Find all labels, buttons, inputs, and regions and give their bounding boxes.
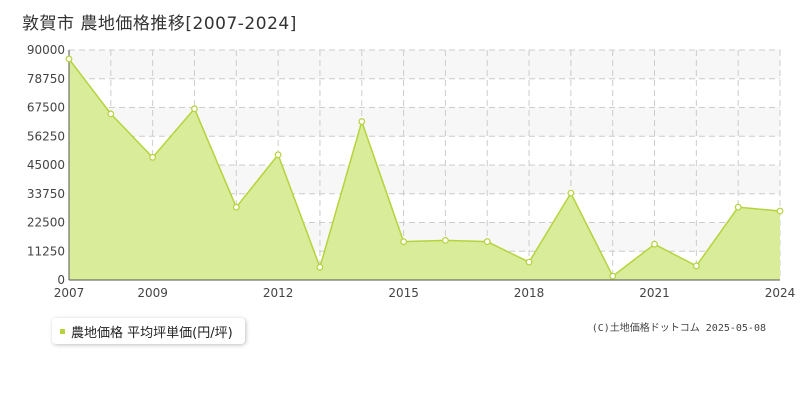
data-point	[358, 118, 366, 125]
data-point	[65, 55, 73, 63]
data-point	[107, 110, 115, 118]
grid-band	[69, 50, 780, 79]
data-point	[692, 262, 700, 270]
data-point	[149, 153, 157, 161]
y-tick-label: 33750	[27, 187, 65, 201]
data-point	[776, 207, 784, 215]
legend: 農地価格 平均坪単価(円/坪)	[52, 318, 245, 344]
chart-title: 敦賀市 農地価格推移[2007-2024]	[22, 14, 297, 34]
y-tick-label: 0	[57, 273, 65, 287]
data-point	[734, 203, 742, 211]
data-point	[609, 272, 617, 280]
data-point	[232, 203, 240, 211]
data-point	[400, 238, 407, 246]
y-tick-label: 56250	[27, 129, 65, 143]
y-tick-label: 67500	[27, 101, 65, 115]
data-point	[651, 240, 658, 248]
copyright-text: (C)土地価格ドットコム 2025-05-08	[591, 323, 766, 334]
data-point	[274, 151, 282, 159]
legend-label: 農地価格 平均坪単価(円/坪)	[71, 325, 233, 341]
data-point	[483, 238, 491, 246]
x-tick-label: 2015	[388, 286, 419, 300]
data-point	[316, 263, 324, 271]
y-tick-label: 22500	[27, 216, 65, 230]
data-point	[442, 236, 449, 244]
x-tick-label: 2009	[137, 286, 168, 300]
data-point	[525, 258, 533, 266]
y-tick-label: 45000	[27, 158, 65, 172]
y-tick-label: 78750	[27, 72, 65, 86]
series-line	[68, 58, 781, 278]
y-tick-label: 90000	[27, 43, 65, 57]
data-point	[191, 105, 198, 113]
x-tick-label: 2018	[514, 286, 545, 300]
x-tick-label: 2007	[54, 286, 85, 300]
y-tick-label: 11250	[27, 244, 65, 258]
series-area-fill	[69, 58, 780, 280]
legend-swatch	[60, 328, 65, 334]
x-tick-label: 2021	[639, 286, 670, 300]
x-tick-label: 2012	[263, 286, 294, 300]
x-tick-label: 2024	[765, 286, 796, 300]
data-point	[567, 189, 575, 197]
